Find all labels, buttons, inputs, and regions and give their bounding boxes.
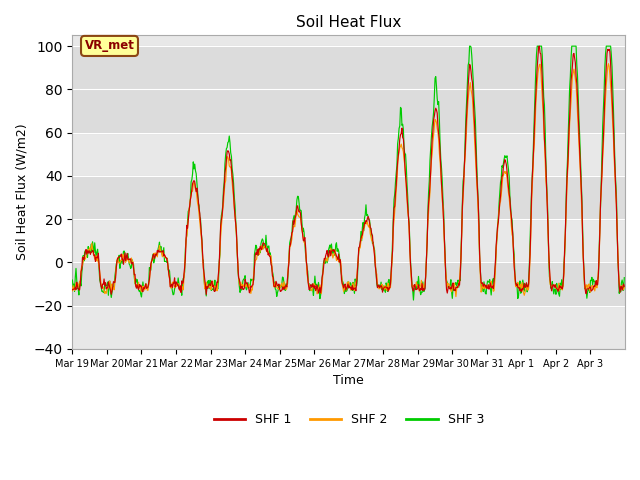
SHF 1 (620, 283, 628, 289)
X-axis label: Time: Time (333, 374, 364, 387)
SHF 3 (620, 275, 628, 280)
SHF 1 (68, 287, 76, 293)
Legend: SHF 1, SHF 2, SHF 3: SHF 1, SHF 2, SHF 3 (209, 408, 489, 432)
SHF 1 (236, 276, 243, 282)
Y-axis label: Soil Heat Flux (W/m2): Soil Heat Flux (W/m2) (15, 124, 28, 261)
Title: Soil Heat Flux: Soil Heat Flux (296, 15, 401, 30)
SHF 2 (605, 61, 612, 67)
SHF 3 (410, 297, 417, 303)
SHF 2 (133, 283, 141, 288)
SHF 1 (133, 282, 141, 288)
SHF 2 (68, 288, 76, 294)
Line: SHF 2: SHF 2 (72, 64, 624, 297)
SHF 1 (202, 291, 210, 297)
SHF 2 (620, 285, 628, 290)
SHF 2 (436, 159, 444, 165)
SHF 3 (283, 282, 291, 288)
SHF 2 (452, 294, 460, 300)
Line: SHF 1: SHF 1 (72, 46, 624, 294)
Text: VR_met: VR_met (84, 39, 134, 52)
SHF 1 (536, 43, 543, 49)
Bar (72, 176, 625, 219)
SHF 3 (68, 277, 76, 283)
SHF 3 (466, 43, 474, 49)
SHF 2 (235, 275, 243, 280)
SHF 2 (262, 246, 270, 252)
Bar (72, 46, 625, 132)
SHF 2 (405, 227, 413, 233)
SHF 1 (406, 247, 413, 253)
SHF 3 (235, 275, 243, 281)
SHF 3 (437, 156, 445, 162)
SHF 3 (262, 232, 270, 238)
SHF 1 (437, 164, 445, 170)
SHF 3 (133, 277, 141, 283)
Bar (72, 263, 625, 306)
SHF 3 (405, 220, 413, 226)
SHF 1 (284, 275, 291, 281)
SHF 1 (263, 249, 271, 254)
Line: SHF 3: SHF 3 (72, 46, 624, 300)
SHF 2 (283, 285, 291, 291)
